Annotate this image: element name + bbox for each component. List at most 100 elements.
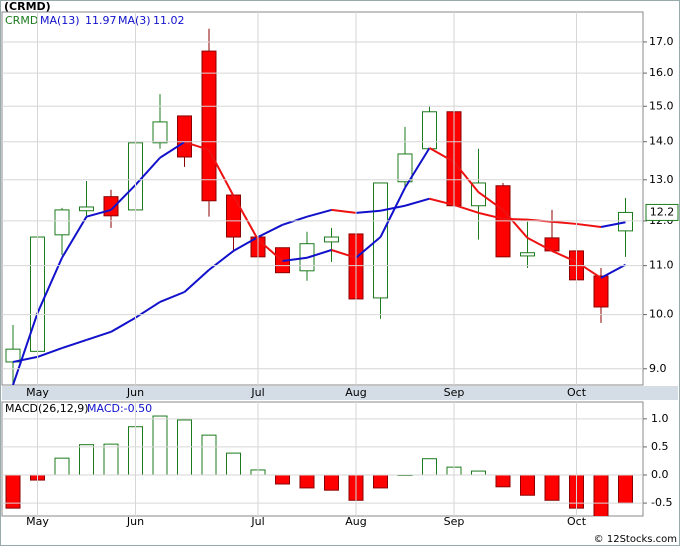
x-tick-label: Oct [567,515,587,528]
ma-line [502,217,528,221]
legend-symbol: CRMD [5,14,38,27]
ma-line [429,197,455,206]
candle-body [177,115,192,158]
macd-bar [201,434,217,476]
legend-ma3: MA(3) [118,14,151,27]
ma-line [331,208,357,214]
y-tick-label: -0.5 [651,496,672,509]
macd-bar [471,470,486,476]
legend-ma3-value: 11.02 [153,14,185,27]
macd-bar [54,457,70,476]
ma-line [527,237,553,252]
y-tick-label: 17.0 [649,35,674,48]
macd-bar [79,444,94,476]
candle-body [422,111,437,150]
ma-line [380,204,406,212]
macd-bar [103,443,119,476]
legend-ma13: MA(13) [40,14,80,27]
macd-bar [520,474,535,496]
macd-bar [299,474,315,489]
ma-line [36,257,63,314]
ma-line [12,312,39,385]
x-tick-label: Aug [345,386,366,399]
candle-body [54,209,70,236]
last-price-box [645,203,679,221]
ma-line [233,236,259,252]
ma-line [429,147,455,163]
y-tick-label: 16.0 [649,66,674,79]
macd-bar [324,474,339,491]
macd-title: MACD(26,12,9) [5,402,89,415]
month-band [2,386,678,400]
y-tick-label: 13.0 [649,173,674,186]
ma-line [576,222,602,228]
macd-bar [544,474,560,501]
ma-line [208,250,235,271]
ma-line [478,211,504,220]
ma-line [282,256,308,262]
ma-line [86,208,112,218]
macd-bar [152,415,168,476]
ma-line [404,147,431,189]
x-tick-label: Jun [126,515,144,528]
copyright: © 12Stocks.com [594,534,677,545]
ma-line [159,141,186,159]
ma-line [37,347,63,358]
candle-body [152,121,168,144]
y-tick-label: 1.0 [651,412,669,425]
ma-line [551,249,577,263]
y-tick-label: 15.0 [649,99,674,112]
ma-line [453,203,479,214]
macd-bar [618,474,633,504]
candle-body [618,211,633,232]
ma-line [355,209,381,214]
y-tick-label: 0.5 [651,440,669,453]
chart-title: (CRMD) [4,0,51,13]
ma-line [208,149,235,197]
x-tick-label: May [26,515,49,528]
macd-bar [275,474,290,485]
macd-bar [593,474,609,516]
macd-panel [1,401,644,517]
ma-line [331,249,357,259]
ma-line [600,221,626,228]
macd-bar [373,474,388,489]
ma-line [232,195,259,241]
ma-line [355,236,382,259]
ma-line [257,223,283,238]
ma-line [306,249,332,259]
ma-line [502,209,529,239]
x-tick-label: Aug [345,515,366,528]
y-tick-label: 14.0 [649,135,674,148]
macd-bar [226,452,241,476]
ma-line [551,220,577,225]
ma-line [134,157,161,186]
y-tick-label: 9.0 [649,362,667,375]
macd-value: MACD:-0.50 [87,402,152,415]
ma-line [600,263,626,279]
ma-line [110,184,137,211]
macd-bar [177,419,192,476]
x-tick-label: Jun [126,386,144,399]
ma-line [61,216,88,259]
ma-line [379,187,406,238]
legend-ma13-value: 11.97 [85,14,117,27]
y-tick-label: 11.0 [649,259,674,272]
x-tick-label: Jul [250,386,264,399]
candle-body [520,252,535,257]
candle-body [201,50,217,202]
x-tick-label: Sep [444,386,465,399]
macd-bar [495,474,511,488]
macd-bar [422,458,437,476]
ma-line [159,291,185,303]
candle-body [593,275,609,308]
x-tick-label: Jul [250,515,264,528]
ma-line [477,191,504,211]
x-tick-label: May [26,386,49,399]
ma-line [61,338,87,350]
ma-line [306,208,332,218]
ma-line [86,330,112,341]
y-tick-label: 0.0 [651,468,669,481]
ma-line [184,141,210,151]
